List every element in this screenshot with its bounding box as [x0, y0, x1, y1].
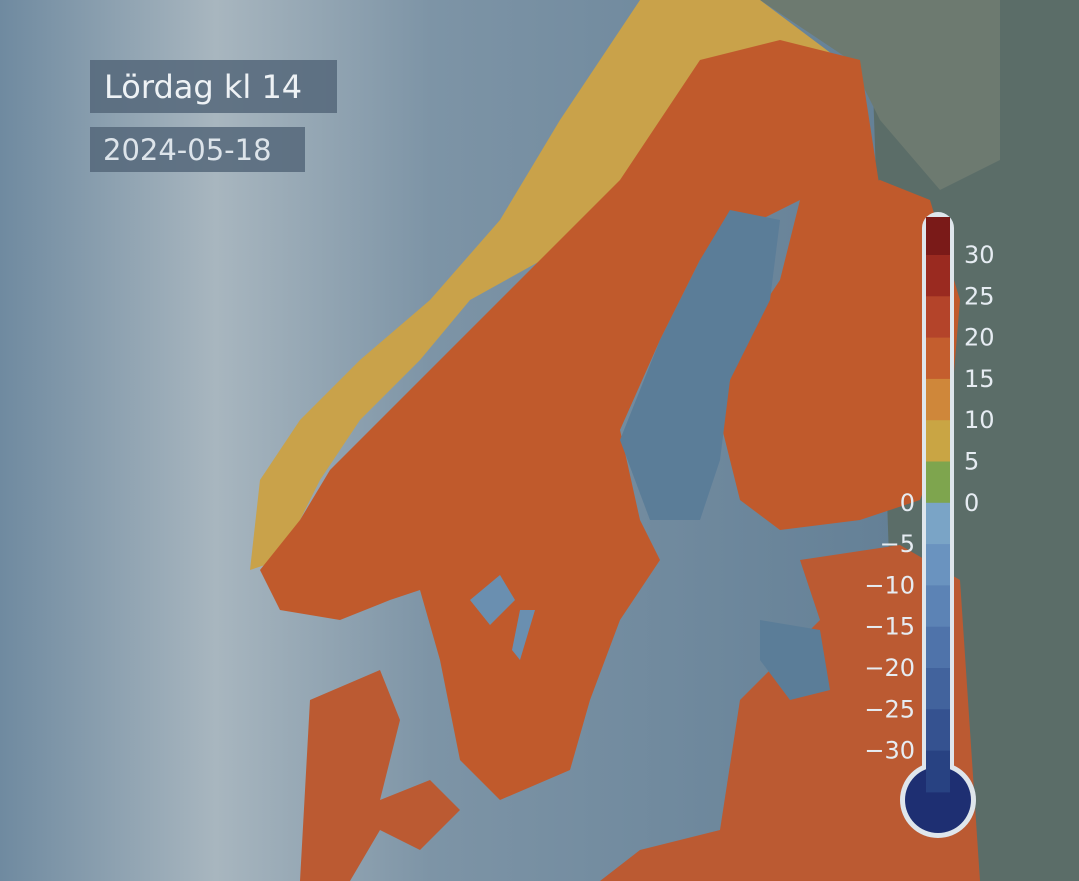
legend-segment [926, 544, 950, 586]
legend-label: 20 [964, 324, 995, 352]
legend-segment [926, 217, 950, 256]
legend-label: −15 [864, 613, 915, 641]
kola-land [760, 0, 1000, 190]
legend-segment [926, 626, 950, 669]
legend-label: −25 [864, 695, 915, 723]
title: Lördag kl 14 [104, 68, 302, 106]
baltic-land [600, 545, 980, 881]
legend-segment [926, 585, 950, 628]
lake-vattern [512, 610, 535, 660]
legend-label: 0 [900, 489, 915, 517]
legend-segment [926, 255, 950, 297]
legend-segment [926, 709, 950, 752]
legend-segment [926, 378, 950, 421]
legend-label: 10 [964, 406, 995, 434]
legend-segment [926, 750, 950, 793]
thermometer-bulb [905, 767, 971, 833]
legend-segment [926, 668, 950, 710]
date-box [90, 127, 305, 172]
legend-label: −30 [864, 737, 915, 765]
finland-land [720, 180, 960, 530]
legend-segment [926, 420, 950, 462]
legend-segment [926, 502, 950, 545]
legend-label: −10 [864, 571, 915, 599]
legend-segment [926, 337, 950, 380]
date: 2024-05-18 [103, 133, 272, 167]
legend-segment [926, 461, 950, 504]
legend-label: 5 [964, 448, 979, 476]
temperature-legend: 30 25 20 15 10 5 0 0 −5 −10 −15 −20 −25 −30 [864, 212, 995, 838]
legend-label: −20 [864, 654, 915, 682]
riga-gulf [760, 620, 830, 700]
title-box [90, 60, 337, 113]
legend-label: −5 [880, 530, 915, 558]
legend-label: 25 [964, 282, 995, 310]
legend-label: 15 [964, 365, 995, 393]
legend-label: 30 [964, 241, 995, 269]
legend-segment [926, 296, 950, 339]
legend-label: 0 [964, 489, 979, 517]
lake-vanern [470, 575, 515, 625]
denmark-land [300, 670, 460, 881]
bothnia-sea [620, 210, 780, 520]
